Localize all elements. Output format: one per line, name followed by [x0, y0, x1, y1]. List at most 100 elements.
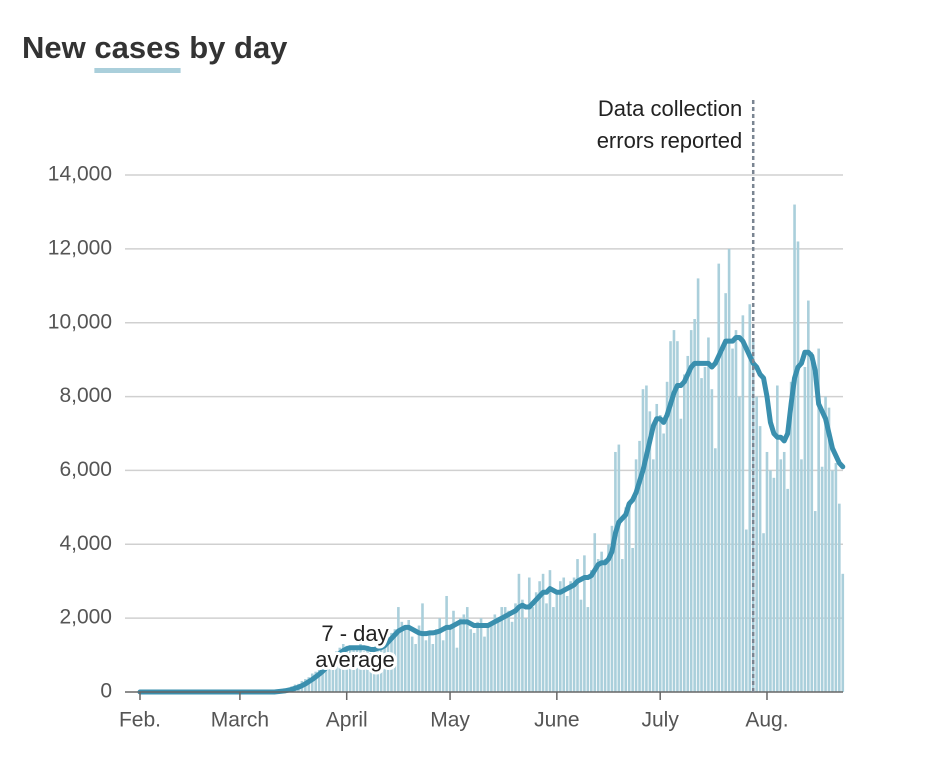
bar	[659, 415, 662, 692]
bar	[580, 600, 583, 692]
bar	[442, 640, 445, 692]
bar	[693, 319, 696, 692]
bar	[717, 264, 720, 692]
bar	[497, 618, 500, 692]
bar	[742, 315, 745, 692]
bar	[487, 626, 490, 692]
bar	[566, 596, 569, 692]
bar	[642, 389, 645, 692]
title-word: New	[22, 30, 87, 65]
bar	[762, 533, 765, 692]
bar	[593, 533, 596, 692]
bar	[614, 452, 617, 692]
y-tick-label: 10,000	[48, 310, 112, 333]
bar	[804, 367, 807, 692]
bar	[714, 448, 717, 692]
bar	[518, 574, 521, 692]
bar	[697, 278, 700, 692]
bar	[521, 600, 524, 692]
legend-swatch	[94, 68, 180, 73]
bar	[411, 637, 414, 692]
bar	[545, 603, 548, 692]
x-tick-label: July	[642, 709, 680, 732]
bar	[821, 467, 824, 692]
y-tick-label: 2,000	[59, 606, 112, 629]
bar	[562, 578, 565, 692]
y-tick-label: 6,000	[59, 458, 112, 481]
bar	[449, 626, 452, 692]
bar	[459, 618, 462, 692]
bar	[662, 434, 665, 693]
bar	[759, 426, 762, 692]
bar	[604, 559, 607, 692]
bar	[666, 382, 669, 692]
bar	[597, 559, 600, 692]
y-tick-label: 12,000	[48, 236, 112, 259]
bar	[600, 552, 603, 692]
bar	[628, 507, 631, 692]
bar	[680, 419, 683, 692]
line-label-text: average	[315, 647, 395, 672]
bar	[690, 330, 693, 692]
bar	[525, 618, 528, 692]
bar	[769, 470, 772, 692]
bar	[556, 592, 559, 692]
bar	[652, 459, 655, 692]
bar	[700, 378, 703, 692]
y-tick-label: 4,000	[59, 532, 112, 555]
bar	[407, 620, 410, 692]
bar	[624, 507, 627, 692]
bar	[631, 548, 634, 692]
bar	[552, 607, 555, 692]
bar	[469, 629, 472, 692]
bar	[838, 504, 841, 692]
bar	[490, 622, 493, 692]
y-tick-label: 14,000	[48, 163, 112, 186]
bar	[432, 644, 435, 692]
bar	[504, 607, 507, 692]
bar	[766, 452, 769, 692]
bar	[835, 463, 838, 692]
bar	[773, 478, 776, 692]
bar	[435, 629, 438, 692]
bar	[473, 633, 476, 692]
bar	[745, 530, 748, 692]
bar	[397, 607, 400, 692]
bar	[728, 249, 731, 692]
bar	[559, 581, 562, 692]
x-tick-label: March	[211, 709, 269, 732]
bar	[704, 367, 707, 692]
bar	[494, 614, 497, 692]
bar	[456, 648, 459, 692]
bar	[797, 241, 800, 692]
bar	[428, 633, 431, 692]
x-tick-label: Aug.	[745, 709, 788, 732]
title-word: by day	[189, 30, 288, 65]
bar	[511, 622, 514, 692]
x-tick-label: June	[534, 709, 580, 732]
annotation-text: Data collection	[598, 96, 742, 121]
bar	[480, 618, 483, 692]
bar	[783, 452, 786, 692]
bar	[738, 397, 741, 692]
bar	[828, 408, 831, 692]
bar	[404, 626, 407, 692]
bar	[621, 559, 624, 692]
bar	[425, 640, 428, 692]
bar	[528, 578, 531, 692]
bar	[735, 330, 738, 692]
bar	[531, 607, 534, 692]
title-highlight: cases	[94, 30, 180, 65]
bar	[463, 614, 466, 692]
x-tick-label: April	[326, 709, 368, 732]
bar	[711, 389, 714, 692]
bar	[445, 596, 448, 692]
x-tick-label: May	[430, 709, 470, 732]
bar	[676, 341, 679, 692]
bar	[841, 574, 844, 692]
bar	[807, 301, 810, 692]
bar	[476, 622, 479, 692]
